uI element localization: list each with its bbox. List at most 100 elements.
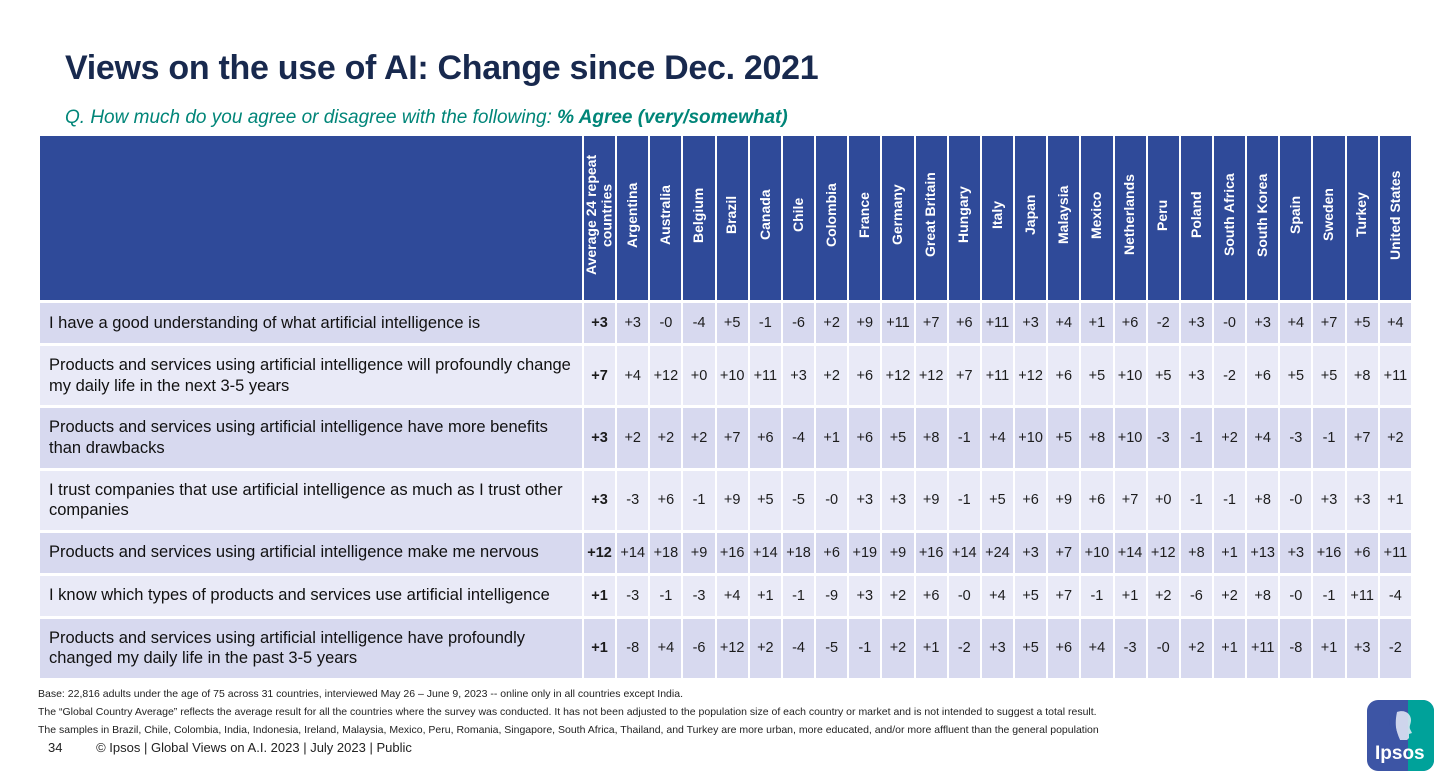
value-cell: +18 (650, 532, 682, 573)
value-cell: -6 (1180, 575, 1212, 616)
value-cell: +2 (1213, 408, 1246, 468)
value-cell: -4 (1379, 575, 1411, 616)
value-cell: +16 (1313, 532, 1345, 573)
value-cell: +4 (981, 408, 1014, 468)
column-header-malaysia: Malaysia (1048, 136, 1080, 300)
column-header-australia: Australia (650, 136, 682, 300)
value-cell: +2 (683, 408, 715, 468)
value-cell: -0 (1213, 303, 1246, 343)
value-cell: +11 (981, 346, 1014, 406)
value-cell: +4 (1379, 303, 1411, 343)
value-cell: +3 (1015, 532, 1047, 573)
table-corner (40, 136, 582, 300)
column-header-hungary: Hungary (948, 136, 980, 300)
value-cell: +13 (1247, 532, 1279, 573)
value-cell: -8 (1280, 618, 1312, 678)
value-cell: +8 (1180, 532, 1212, 573)
value-cell: +11 (882, 303, 914, 343)
value-cell: +12 (882, 346, 914, 406)
value-cell: +3 (1247, 303, 1279, 343)
value-cell: +12 (650, 346, 682, 406)
value-cell: -3 (683, 575, 715, 616)
value-cell: +1 (1213, 532, 1246, 573)
value-cell: +16 (915, 532, 947, 573)
column-header-mexico: Mexico (1081, 136, 1113, 300)
value-cell: -3 (617, 575, 649, 616)
value-cell: -3 (617, 470, 649, 530)
value-cell: -3 (1280, 408, 1312, 468)
column-header-poland: Poland (1180, 136, 1212, 300)
value-cell: -9 (816, 575, 848, 616)
value-cell: +1 (1213, 618, 1246, 678)
value-cell: +2 (749, 618, 781, 678)
table-row: Products and services using artificial i… (40, 532, 1411, 573)
value-cell: +14 (617, 532, 649, 573)
value-cell: +5 (749, 470, 781, 530)
column-header-turkey: Turkey (1346, 136, 1378, 300)
value-cell: +9 (1048, 470, 1080, 530)
table-row: I have a good understanding of what arti… (40, 303, 1411, 343)
value-cell: +9 (849, 303, 881, 343)
value-cell: -2 (948, 618, 980, 678)
value-cell: +12 (716, 618, 748, 678)
value-cell: +5 (981, 470, 1014, 530)
value-cell: -4 (683, 303, 715, 343)
value-cell: +12 (1015, 346, 1047, 406)
value-cell: -1 (1213, 470, 1246, 530)
value-cell: -0 (948, 575, 980, 616)
value-cell: +6 (1048, 346, 1080, 406)
value-cell: -1 (1313, 408, 1345, 468)
value-cell: +0 (683, 346, 715, 406)
value-cell: +9 (915, 470, 947, 530)
column-header-brazil: Brazil (716, 136, 748, 300)
value-cell: +11 (1346, 575, 1378, 616)
row-label: I trust companies that use artificial in… (40, 470, 582, 530)
value-cell: +2 (617, 408, 649, 468)
value-cell: +2 (1379, 408, 1411, 468)
value-cell: +3 (1313, 470, 1345, 530)
value-cell: +9 (716, 470, 748, 530)
row-label: I have a good understanding of what arti… (40, 303, 582, 343)
value-cell: +3 (584, 303, 616, 343)
value-cell: +7 (1114, 470, 1146, 530)
value-cell: +7 (1346, 408, 1378, 468)
value-cell: +12 (584, 532, 616, 573)
value-cell: -0 (1147, 618, 1179, 678)
value-cell: -4 (782, 408, 815, 468)
footnote-line: Base: 22,816 adults under the age of 75 … (38, 688, 683, 700)
value-cell: +6 (1114, 303, 1146, 343)
footnotes: Base: 22,816 adults under the age of 75 … (38, 686, 1099, 740)
value-cell: +5 (1015, 575, 1047, 616)
column-header-argentina: Argentina (617, 136, 649, 300)
value-cell: +6 (1346, 532, 1378, 573)
value-cell: +1 (1313, 618, 1345, 678)
value-cell: +12 (1147, 532, 1179, 573)
value-cell: -0 (1280, 470, 1312, 530)
value-cell: +1 (1379, 470, 1411, 530)
value-cell: +4 (1247, 408, 1279, 468)
value-cell: -1 (849, 618, 881, 678)
ipsos-logo-face-icon (1395, 711, 1412, 740)
value-cell: -1 (683, 470, 715, 530)
column-header-japan: Japan (1015, 136, 1047, 300)
table-row: Products and services using artificial i… (40, 346, 1411, 406)
value-cell: +7 (948, 346, 980, 406)
question-highlight: % Agree (very/somewhat) (557, 107, 788, 128)
value-cell: +3 (1280, 532, 1312, 573)
value-cell: +8 (1346, 346, 1378, 406)
value-cell: +1 (584, 575, 616, 616)
value-cell: -2 (1379, 618, 1411, 678)
page-title: Views on the use of AI: Change since Dec… (65, 48, 819, 87)
value-cell: -1 (1081, 575, 1113, 616)
value-cell: -1 (948, 408, 980, 468)
value-cell: +2 (650, 408, 682, 468)
value-cell: +6 (1081, 470, 1113, 530)
value-cell: +3 (1180, 303, 1212, 343)
value-cell: +3 (584, 470, 616, 530)
value-cell: +8 (1247, 575, 1279, 616)
value-cell: +11 (981, 303, 1014, 343)
value-cell: +6 (849, 346, 881, 406)
value-cell: +14 (948, 532, 980, 573)
value-cell: -2 (1213, 346, 1246, 406)
row-label: Products and services using artificial i… (40, 618, 582, 678)
